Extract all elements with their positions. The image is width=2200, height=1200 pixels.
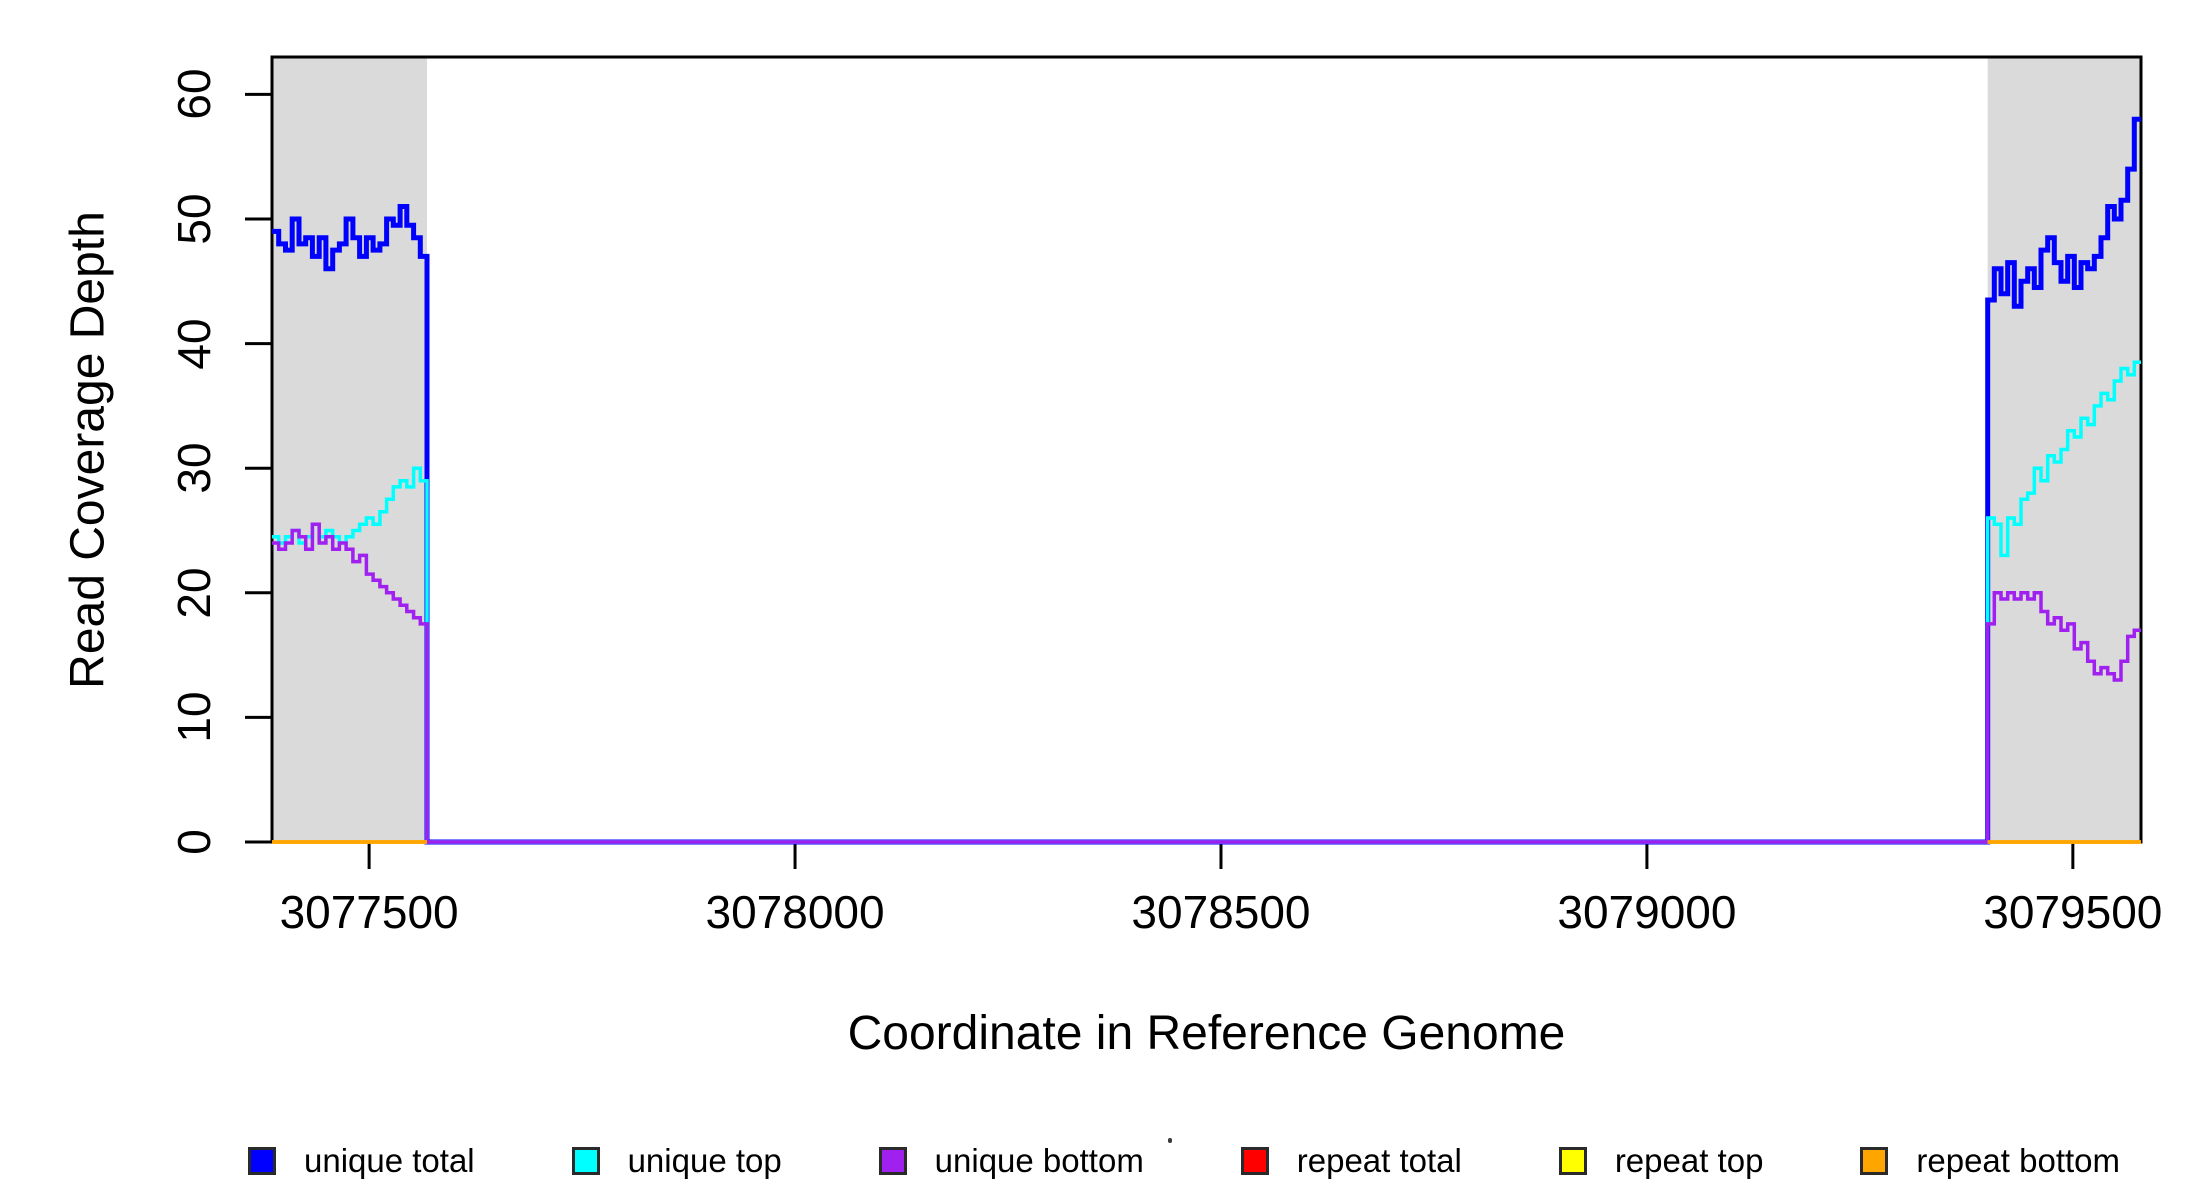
y-tick-label: 30 xyxy=(168,442,220,494)
y-tick-label: 50 xyxy=(168,193,220,245)
series-unique-bottom xyxy=(272,522,2141,844)
x-tick-label: 3079000 xyxy=(1557,886,1737,938)
legend-label: unique bottom xyxy=(934,1142,1144,1179)
y-tick-label: 40 xyxy=(168,317,220,370)
legend-item-repeat-bottom: repeat bottom xyxy=(1860,1142,2120,1180)
legend-item-unique-total: unique total xyxy=(248,1142,475,1180)
x-tick-label: 3079500 xyxy=(1983,886,2163,938)
series-unique-total xyxy=(272,116,2141,845)
repeat-top-swatch-icon xyxy=(1558,1147,1587,1175)
x-tick-label: 3078000 xyxy=(705,886,885,938)
y-tick-label: 60 xyxy=(168,68,220,120)
legend-label: repeat bottom xyxy=(1916,1142,2120,1179)
legend-item-repeat-top: repeat top xyxy=(1558,1142,1764,1180)
y-tick-label: 10 xyxy=(168,691,220,743)
y-axis-title: Read Coverage Depth xyxy=(61,211,115,689)
stray-mark xyxy=(1168,1138,1172,1143)
legend: unique total unique top unique bottom re… xyxy=(248,1136,2120,1186)
repeat-bottom-swatch-icon xyxy=(1860,1147,1889,1175)
legend-label: unique total xyxy=(304,1142,475,1179)
y-tick-label: 20 xyxy=(168,567,220,619)
unique-total-swatch-icon xyxy=(248,1147,276,1175)
y-tick-label: 0 xyxy=(168,829,220,855)
series-unique-top xyxy=(272,360,2141,844)
plot-border xyxy=(270,55,2143,844)
legend-item-repeat-total: repeat total xyxy=(1240,1142,1462,1180)
shaded-repeat-region xyxy=(272,57,428,842)
legend-item-unique-top: unique top xyxy=(571,1142,782,1180)
unique-bottom-swatch-icon xyxy=(878,1147,907,1175)
legend-item-unique-bottom: unique bottom xyxy=(878,1142,1144,1180)
legend-label: unique top xyxy=(627,1142,782,1179)
repeat-total-swatch-icon xyxy=(1240,1147,1269,1175)
unique-top-swatch-icon xyxy=(571,1147,600,1175)
x-axis-title: Coordinate in Reference Genome xyxy=(847,1007,1566,1060)
legend-label: repeat total xyxy=(1296,1142,1462,1179)
legend-label: repeat top xyxy=(1614,1142,1764,1179)
x-tick-label: 3078500 xyxy=(1131,886,1311,938)
x-tick-label: 3077500 xyxy=(279,886,459,938)
